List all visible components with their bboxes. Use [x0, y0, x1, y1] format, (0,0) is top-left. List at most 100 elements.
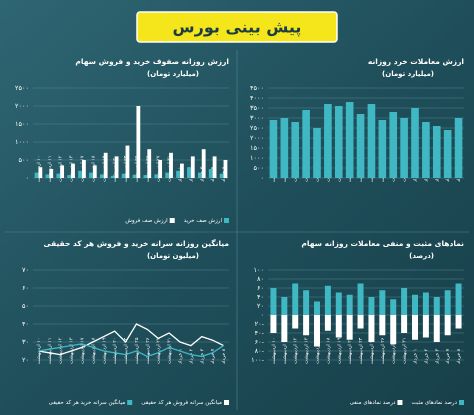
legend-label: میانگین سرانه خرید هر کد حقیقی [49, 399, 126, 406]
x-tick-label: ۱۱ اردیبهشت [282, 338, 288, 364]
y-tick-label: ۷۰ [22, 266, 29, 274]
bar [38, 167, 43, 178]
y-tick-label: ۳۰۰۰ [250, 114, 264, 122]
bar [346, 294, 353, 315]
y-tick-label: ۲۰ [22, 356, 29, 364]
bar [89, 172, 93, 178]
y-tick-label: ۶۰- [255, 338, 265, 346]
bar [433, 297, 440, 315]
x-tick-label: ۳ خرداد [434, 348, 440, 364]
y-tick-label: ۲۵۰۰ [250, 124, 264, 132]
x-tick-label: ۱۹ اردیبهشت [336, 337, 342, 364]
bar [49, 169, 54, 178]
x-tick-label: ۱۱ اردیبهشت [47, 156, 53, 182]
bar [71, 163, 75, 178]
legend-swatch [459, 400, 464, 405]
bar [422, 315, 429, 338]
legend-label: ارزش صف خرید [184, 218, 223, 224]
bar [314, 315, 320, 347]
x-tick-label: ۱۱ اردیبهشت [47, 338, 53, 364]
bar [169, 152, 173, 178]
x-tick-label: ۱۷ اردیبهشت [315, 337, 321, 364]
y-tick-label: ۱۵۰۰ [250, 144, 264, 152]
x-tick-label: ۱۲ اردیبهشت [58, 337, 64, 364]
bar [303, 290, 310, 315]
bar [324, 285, 331, 315]
x-tick-label: ۲۰ اردیبهشت [112, 338, 118, 364]
chart-subtitle: (میلیون تومان) [147, 252, 199, 260]
bar [356, 114, 365, 178]
bar [368, 315, 375, 342]
bar [45, 174, 50, 178]
x-tick-label: ۱۲ اردیبهشت [293, 337, 299, 364]
x-tick-label: ۱۳ اردیبهشت [304, 337, 310, 364]
bar [443, 130, 452, 178]
bar [60, 165, 65, 178]
x-tick-label: ۱ خرداد [413, 349, 419, 364]
bar [82, 160, 86, 178]
bar [368, 297, 375, 315]
bar [219, 173, 224, 178]
y-tick-label: ۰ [261, 174, 265, 182]
chart-title: ارزش معاملات خرد روزانه [368, 57, 464, 66]
bar [379, 290, 386, 315]
bar [455, 283, 462, 315]
bar [432, 126, 441, 178]
bar [197, 172, 202, 178]
bar [455, 315, 462, 329]
bar [208, 169, 213, 178]
y-tick-label: ۸۰ [257, 275, 264, 283]
y-tick-label: ۴۰- [255, 329, 265, 337]
y-tick-label: ۱۵۰۰ [15, 120, 29, 128]
bar [269, 120, 278, 178]
bar [433, 315, 440, 342]
legend-label: ارزش صف فروش [125, 218, 168, 224]
y-tick-label: ۵۰۰ [19, 156, 29, 164]
x-tick-label: ۲۶ اردیبهشت [145, 337, 151, 364]
title-box [136, 11, 338, 43]
bar [303, 315, 310, 336]
x-tick-label: ۲۰ اردیبهشت [347, 338, 353, 364]
bar [67, 175, 72, 178]
x-tick-label: ۲ خرداد [423, 348, 429, 364]
bar [223, 160, 228, 178]
y-tick-label: ۴۰ [257, 293, 264, 301]
x-tick-label: ۲۷ اردیبهشت [156, 337, 162, 364]
x-tick-label: ۳۱ اردیبهشت [402, 338, 408, 364]
bar [334, 106, 343, 178]
bar [412, 294, 418, 315]
bar [422, 292, 429, 315]
x-tick-label: ۸ خرداد [456, 348, 462, 364]
legend-swatch [169, 218, 175, 223]
legend-swatch [224, 218, 229, 223]
y-tick-label: ۸۰- [255, 347, 265, 355]
x-tick-label: ۱۷ اردیبهشت [80, 337, 86, 364]
bar [314, 301, 320, 315]
x-tick-label: ۸ خرداد [221, 348, 227, 364]
bar [280, 118, 289, 178]
y-tick-label: ۲۰- [255, 320, 265, 328]
y-tick-label: ۵۰ [22, 302, 29, 310]
bar [390, 299, 397, 315]
x-tick-label: ۲ خرداد [188, 348, 194, 364]
bar [154, 174, 159, 178]
x-tick-label: ۱۸ اردیبهشت [325, 337, 331, 364]
y-tick-label: ۴۵۰۰ [250, 84, 264, 92]
bar [190, 156, 195, 178]
bar [444, 315, 451, 336]
y-tick-label: ۰ [261, 311, 265, 319]
y-tick-label: ۲۰ [257, 302, 264, 310]
bar [99, 174, 104, 178]
bar [292, 315, 299, 329]
bar [143, 175, 148, 178]
y-tick-label: ۴۰۰۰ [250, 94, 264, 102]
x-tick-label: ۷ خرداد [210, 348, 216, 364]
x-tick-label: ۱۸ اردیبهشت [90, 337, 96, 364]
legend-swatch [224, 400, 229, 405]
page-title: پیش بینی بورس [173, 18, 302, 38]
bar [147, 149, 152, 178]
y-tick-label: ۲۰۰۰ [15, 102, 29, 110]
bar [345, 102, 354, 178]
bar [92, 165, 97, 178]
